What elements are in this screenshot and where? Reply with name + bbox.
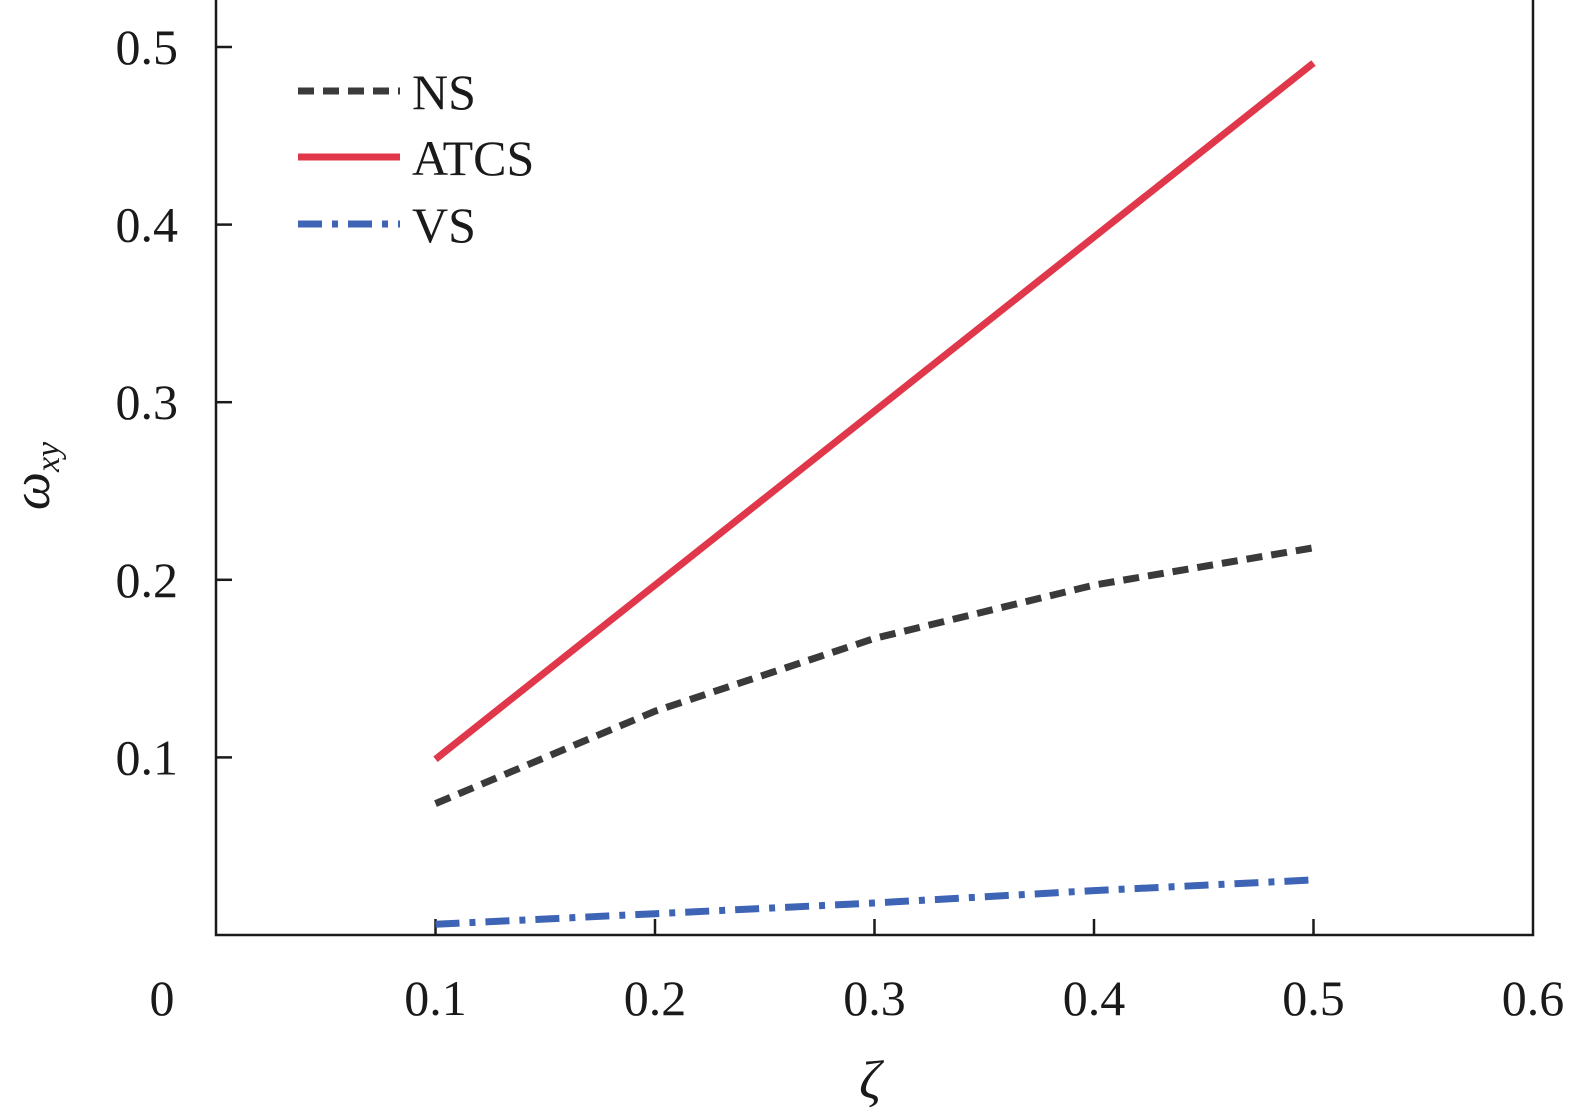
x-tick-label: 0 <box>150 970 175 1026</box>
y-tick-label: 0.4 <box>116 197 179 253</box>
series-line-vs <box>435 876 1314 928</box>
x-tick-label: 0.1 <box>404 970 467 1026</box>
y-axis-title-sub: xy <box>30 441 67 473</box>
x-tick-label: 0.3 <box>843 970 906 1026</box>
series-layer <box>433 60 1316 928</box>
y-axis-title-main: ω <box>1 472 61 510</box>
y-tick-label: 0.5 <box>116 19 179 75</box>
x-tick-label: 0.6 <box>1502 970 1565 1026</box>
x-axis-title: ζ <box>859 1050 884 1110</box>
y-tick-label: 0.1 <box>116 729 179 785</box>
x-axis-ticks: 0 0.1 0.2 0.3 0.4 0.5 0.6 <box>150 919 1565 1026</box>
legend-label-atcs: ATCS <box>412 130 534 186</box>
y-tick-label: 0.3 <box>116 374 179 430</box>
series-line-atcs <box>433 60 1316 762</box>
x-tick-label: 0.5 <box>1282 970 1345 1026</box>
x-tick-label: 0.2 <box>624 970 687 1026</box>
legend-label-vs: VS <box>412 197 476 253</box>
x-tick-label: 0.4 <box>1063 970 1126 1026</box>
y-axis-ticks: 0.1 0.2 0.3 0.4 0.5 <box>116 19 232 785</box>
y-tick-label: 0.2 <box>116 552 179 608</box>
y-axis-title: ωxy <box>1 441 67 510</box>
legend: NS ATCS VS <box>298 64 534 253</box>
series-line-ns <box>434 544 1315 807</box>
legend-label-ns: NS <box>412 64 476 120</box>
